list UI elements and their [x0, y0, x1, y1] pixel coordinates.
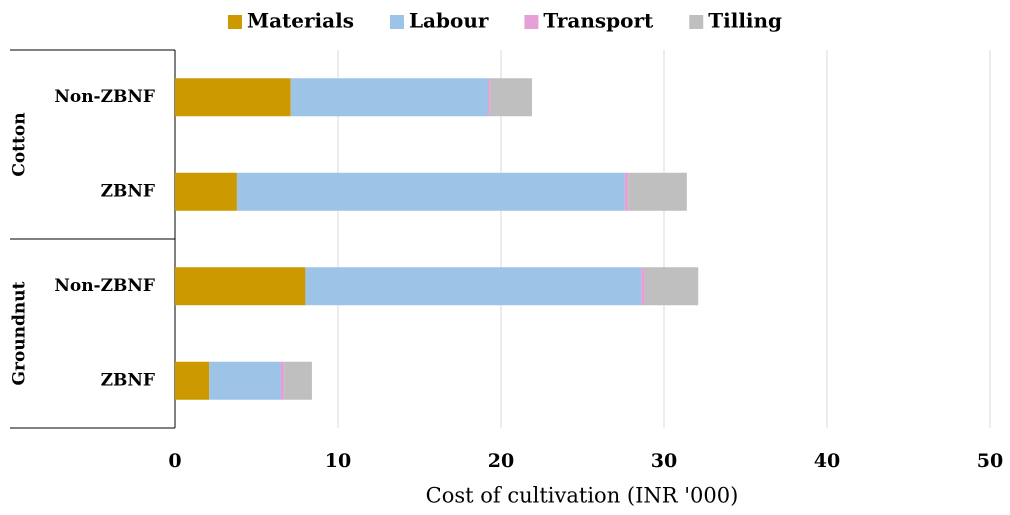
y-tick-label: Non-ZBNF	[54, 276, 155, 296]
bar-segment	[624, 172, 629, 211]
y-tick-label: ZBNF	[101, 181, 155, 201]
legend-swatch	[524, 15, 539, 29]
bar-segment	[209, 361, 281, 400]
x-axis-title: Cost of cultivation (INR '000)	[426, 484, 739, 508]
bar-segment	[175, 267, 306, 306]
group-label: Cotton	[10, 112, 30, 176]
x-tick-label: 40	[814, 450, 840, 472]
group-label: Groundnut	[10, 281, 30, 385]
bar-segment	[175, 78, 291, 117]
legend-label: Materials	[247, 9, 354, 33]
legend-swatch	[389, 15, 404, 29]
legend-label: Labour	[409, 9, 489, 33]
bar-segment	[641, 267, 645, 306]
x-tick-label: 30	[651, 450, 677, 472]
bar-segment	[175, 172, 237, 211]
bar-segment	[236, 172, 625, 211]
bar-segment	[489, 78, 532, 117]
bar-segment	[290, 78, 488, 117]
x-tick-label: 20	[488, 450, 514, 472]
bar-segment	[487, 78, 490, 117]
bar-segment	[280, 361, 285, 400]
bar-segment	[628, 172, 687, 211]
legend-swatch	[227, 15, 242, 29]
legend-label: Transport	[543, 9, 654, 33]
x-tick-label: 10	[325, 450, 351, 472]
bar-segment	[284, 361, 312, 400]
bar-segment	[175, 361, 210, 400]
bar-segment	[305, 267, 642, 306]
bar-segment	[644, 267, 699, 306]
legend-swatch	[689, 15, 704, 29]
y-tick-label: Non-ZBNF	[54, 87, 155, 107]
x-tick-label: 0	[168, 450, 181, 472]
y-tick-label: ZBNF	[101, 370, 155, 390]
x-tick-label: 50	[977, 450, 1003, 472]
legend-label: Tilling	[708, 9, 782, 33]
